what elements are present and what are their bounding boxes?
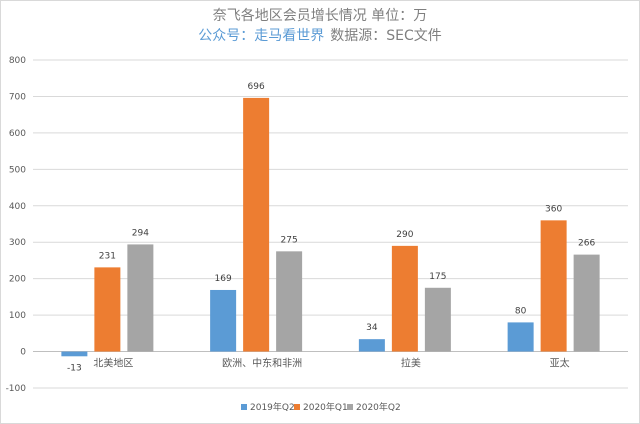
x-category-label: 亚太 bbox=[550, 357, 570, 370]
bar bbox=[391, 245, 418, 352]
legend-swatch bbox=[347, 404, 353, 410]
subtitle-source: 数据源：SEC文件 bbox=[330, 28, 442, 44]
y-tick-label: 800 bbox=[9, 56, 26, 66]
x-category-label: 拉美 bbox=[401, 357, 421, 370]
bar bbox=[573, 254, 600, 352]
data-label: -13 bbox=[67, 363, 82, 373]
y-tick-label: -100 bbox=[6, 384, 27, 394]
bar bbox=[210, 289, 237, 352]
y-tick-label: 600 bbox=[9, 129, 26, 139]
chart-title: 奈飞各地区会员增长情况 单位：万 bbox=[213, 8, 427, 24]
legend-swatch bbox=[294, 404, 300, 410]
y-tick-label: 300 bbox=[9, 238, 26, 248]
bar bbox=[507, 322, 534, 352]
chart-subtitle: 公众号：走马看世界 数据源：SEC文件 bbox=[198, 28, 442, 44]
data-label: 175 bbox=[429, 272, 446, 282]
legend-label: 2020年Q2 bbox=[356, 401, 401, 413]
bar bbox=[243, 97, 270, 352]
data-label: 696 bbox=[248, 82, 265, 92]
data-label: 360 bbox=[545, 204, 562, 214]
data-label: 169 bbox=[215, 274, 232, 284]
subtitle-account: 公众号：走马看世界 bbox=[198, 28, 324, 44]
bar bbox=[424, 287, 451, 352]
data-label: 80 bbox=[515, 306, 527, 316]
data-label: 266 bbox=[578, 239, 595, 249]
bar bbox=[276, 251, 303, 352]
data-label: 294 bbox=[132, 228, 149, 238]
y-tick-label: 700 bbox=[9, 92, 26, 102]
bar bbox=[540, 220, 567, 352]
y-tick-label: 200 bbox=[9, 275, 26, 285]
y-tick-label: 0 bbox=[20, 348, 26, 358]
legend-swatch bbox=[241, 404, 247, 410]
legend-label: 2019年Q2 bbox=[250, 401, 295, 413]
data-label: 290 bbox=[396, 230, 413, 240]
data-label: 275 bbox=[281, 235, 298, 245]
bar bbox=[94, 267, 121, 352]
data-label: 34 bbox=[366, 323, 378, 333]
legend-label: 2020年Q1 bbox=[303, 401, 348, 413]
bar bbox=[61, 351, 88, 357]
y-tick-label: 100 bbox=[9, 311, 26, 321]
bar bbox=[358, 339, 385, 352]
y-tick-label: 400 bbox=[9, 202, 26, 212]
x-category-label: 北美地区 bbox=[93, 357, 133, 370]
x-category-label: 欧洲、中东和非洲 bbox=[222, 357, 302, 370]
bar bbox=[127, 244, 154, 352]
data-label: 231 bbox=[99, 251, 116, 261]
y-tick-label: 500 bbox=[9, 165, 26, 175]
